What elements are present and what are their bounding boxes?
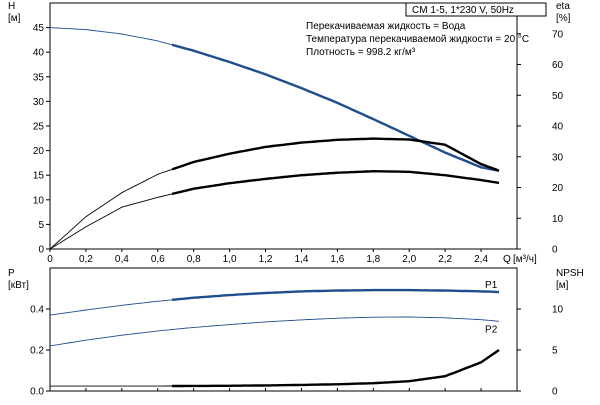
lower-plot-frame [49,267,518,392]
npsh-axis-label: NPSH [556,268,584,279]
h-tick-label: 25 [33,122,45,133]
h-tick-label: 40 [33,48,45,59]
lower-curve-1 [49,316,500,347]
p-axis-unit: [кВт] [8,280,29,291]
eta-axis-unit: [%] [556,13,571,24]
series-label-p2: P2 [485,324,498,335]
npsh-tick-label: 0 [552,387,558,398]
h-tick-label: 35 [33,72,45,83]
x-tick-label: 0,8 [187,254,201,265]
npsh-tick-label: 10 [552,305,564,316]
x-tick-label: 1,4 [295,254,309,265]
h-tick-label: 45 [33,23,45,34]
eta-tick-label: 60 [552,60,564,71]
upper-curve-1 [49,138,500,250]
eta-tick-label: 20 [552,183,564,194]
lower-curve-2 [50,349,500,387]
h-tick-label: 20 [33,146,45,157]
eta-axis-label: eta [556,1,570,12]
upper-curve-0-operating [171,43,500,172]
x-tick-label: 0,6 [151,254,165,265]
info-temperature: Температура перекачиваемой жидкости = 20… [306,34,529,45]
h-axis-label: H [8,1,15,12]
h-axis-unit: [м] [8,13,21,24]
x-tick-label: 2,4 [474,254,488,265]
lower-curve-0-operating [172,288,500,301]
h-tick-label: 5 [38,220,44,231]
x-tick-label: 1,8 [366,254,380,265]
series-label-p1: P1 [485,280,498,291]
h-tick-label: 0 [38,245,44,256]
npsh-axis-unit: [м] [556,280,569,291]
npsh-tick-label: 5 [552,346,558,357]
axis-ticks [46,27,521,392]
upper-curve-2 [49,170,500,250]
upper-curve-0 [49,27,500,172]
p-tick-label: 0.0 [30,387,44,398]
p-tick-label: 0.2 [30,346,44,357]
x-tick-label: 2,0 [402,254,416,265]
info-fluid: Перекачиваемая жидкость = Вода [306,21,466,32]
q-axis-label: Q [503,254,511,265]
title-box [405,2,547,17]
eta-tick-label: 30 [552,152,564,163]
x-tick-label: 0,2 [79,254,93,265]
x-tick-label: 1,6 [330,254,344,265]
x-tick-label: 2,2 [438,254,452,265]
h-tick-label: 10 [33,195,45,206]
p-axis-label: P [8,268,15,279]
h-tick-label: 30 [33,97,45,108]
p-tick-label: 0.4 [30,305,44,316]
eta-tick-label: 70 [552,29,564,40]
x-tick-label: 1,2 [259,254,273,265]
eta-tick-label: 40 [552,122,564,133]
eta-tick-label: 0 [552,245,558,256]
lower-curve-0 [49,289,500,316]
x-tick-label: 0 [47,254,53,265]
upper-curve-2-operating [171,169,500,196]
lower-curve-2-operating [172,349,500,388]
x-tick-label: 0,4 [115,254,129,265]
info-density: Плотность = 998.2 кг/м³ [306,47,416,58]
upper-curve-1-operating [171,137,500,172]
curves [49,27,500,388]
chart-title: CM 1-5, 1*230 V, 50Hz [412,5,514,16]
h-tick-label: 15 [33,171,45,182]
tick-labels: 0 0,2 0,4 0,6 0,8 1,0 1,2 1,4 1,6 1,8 2,0 2,2 2,4 0 5 1… [30,23,563,397]
eta-tick-label: 50 [552,91,564,102]
x-tick-label: 1,0 [223,254,237,265]
eta-tick-label: 10 [552,214,564,225]
q-axis-unit: [м³/ч] [513,254,537,265]
